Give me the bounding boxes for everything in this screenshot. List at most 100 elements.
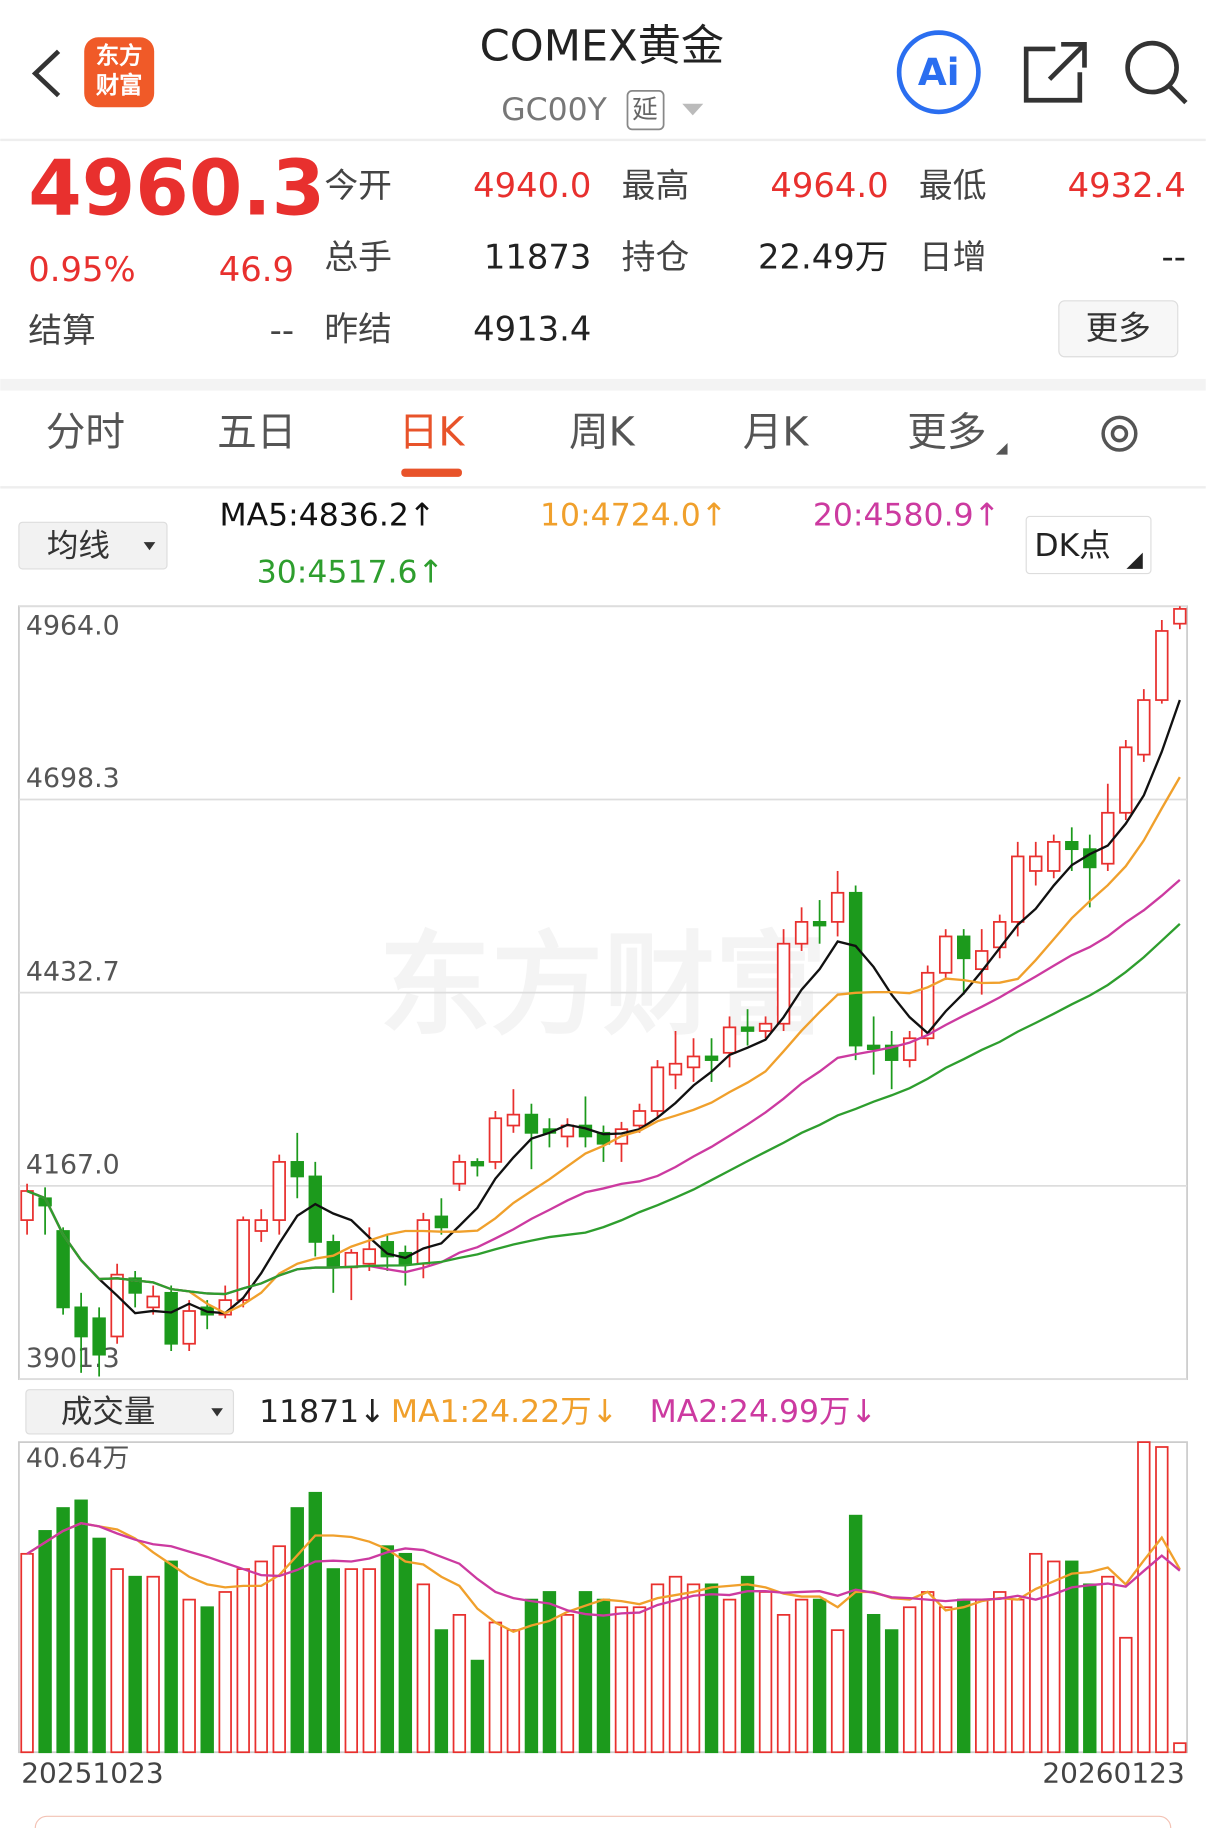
candle-body (20, 1190, 34, 1221)
volume-bar (290, 1507, 304, 1754)
volume-bar (254, 1560, 268, 1754)
candle-body (938, 935, 953, 974)
logo[interactable] (84, 37, 155, 108)
tab[interactable]: 五日 (217, 409, 296, 455)
volume-bar (236, 1568, 250, 1754)
volume-legend-item: MA2:24.99万↓ (650, 1394, 877, 1430)
volume-bar (632, 1606, 647, 1754)
volume-bar (884, 1629, 899, 1754)
volume-bar (668, 1575, 683, 1754)
y-tick-label: 4432.7 (26, 956, 120, 987)
volume-bar (614, 1606, 629, 1754)
volume-bar (74, 1499, 88, 1754)
field-value: 22.49万 (758, 237, 889, 276)
tabs: 分时 五日 日K 周K 月K 更多 (46, 409, 1008, 477)
volume-bar (380, 1545, 395, 1754)
code: GC00Y (501, 92, 607, 128)
y-tick-label: 4167.0 (26, 1150, 120, 1181)
candle-body (452, 1161, 467, 1185)
candle-body (1173, 608, 1187, 625)
candle-body (254, 1219, 268, 1232)
volume-bar (1155, 1446, 1169, 1754)
volume-bar (794, 1598, 809, 1754)
dropdown-arrow (211, 1408, 223, 1417)
search-button[interactable] (1125, 40, 1179, 95)
share-button[interactable] (1023, 41, 1087, 103)
field-label: 总手 (324, 237, 392, 276)
ma-legend-item: 20:4580.9↑ (813, 497, 1000, 533)
volume-bar (308, 1491, 322, 1754)
candle-body (272, 1161, 286, 1221)
tab[interactable]: 分时 (46, 409, 125, 455)
volume-bar (56, 1507, 70, 1754)
candle-body (488, 1117, 503, 1163)
settings-button[interactable] (1101, 415, 1138, 452)
dk-button[interactable] (1025, 515, 1152, 575)
volume-bar (938, 1606, 953, 1754)
dropdown-arrow[interactable] (682, 103, 704, 116)
candle-body (1101, 811, 1115, 865)
candle-body (650, 1066, 665, 1112)
candle-body (1137, 699, 1151, 756)
volume-bar (542, 1591, 557, 1754)
volume-ma-line (26, 1522, 1181, 1617)
y-tick-label: 40.64万 (26, 1443, 130, 1474)
volume-bar (416, 1583, 431, 1754)
y-tick-label: 4698.3 (26, 763, 120, 794)
corner-mark (1126, 552, 1143, 569)
volume-bar (1173, 1742, 1187, 1754)
candle-body (182, 1310, 196, 1345)
volume-bar (596, 1598, 611, 1754)
candle-body (524, 1113, 539, 1134)
candle-body (920, 971, 935, 1040)
candle-body (848, 891, 863, 1047)
volume-selector[interactable] (25, 1389, 235, 1435)
volume-chart: 40.64万 20251023 20260123 (18, 1441, 1187, 1789)
candle-body (416, 1219, 431, 1265)
tab[interactable]: 月K (743, 409, 810, 455)
quote-fields: 今开 4940.0 最高 4964.0 最低 4932.4 总手 11873 持仓 22.49万日… (324, 166, 1186, 348)
tab[interactable]: 周K (569, 409, 636, 455)
volume-bar (182, 1598, 196, 1754)
candle-body (74, 1306, 88, 1338)
candle-body (434, 1215, 449, 1229)
candle-body (740, 1026, 755, 1032)
tab[interactable]: 日K (399, 409, 466, 455)
logo-text: 财富 (96, 71, 143, 99)
dropdown-arrow (143, 542, 156, 551)
bottom-panel (34, 1815, 1172, 1828)
more-text: 更多 (1086, 309, 1151, 347)
logo-text: 东方 (96, 42, 143, 70)
ma-legend-item: 30:4517.6↑ (257, 555, 444, 591)
settings-hole (1110, 424, 1129, 443)
tab[interactable]: 更多 (907, 409, 986, 455)
volume-bar (218, 1591, 232, 1754)
candle-body (1047, 841, 1061, 872)
back-button[interactable] (31, 49, 61, 98)
candle-body (470, 1161, 485, 1167)
candle-body (146, 1295, 160, 1309)
volume-bar (722, 1598, 737, 1754)
volume-bar (434, 1629, 449, 1754)
field-value: 11873 (484, 237, 592, 276)
candle-body (1011, 855, 1025, 923)
ma-line (26, 699, 1181, 1315)
candle-body (308, 1175, 322, 1243)
volume-bar (848, 1514, 863, 1754)
volume-bar (758, 1591, 773, 1754)
volume-bar (993, 1591, 1007, 1754)
candle-body (110, 1273, 124, 1338)
ma-selector[interactable] (18, 521, 168, 570)
field-value: 4913.4 (473, 310, 591, 349)
candle-body (344, 1251, 359, 1269)
more-button[interactable] (1058, 300, 1179, 358)
delay-badge (626, 90, 665, 131)
candle-body (776, 942, 791, 1025)
settle-value: -- (270, 311, 294, 350)
y-tick-label: 4964.0 (26, 611, 120, 642)
volume-bar (902, 1606, 917, 1754)
volume-bar (398, 1552, 413, 1754)
volume-bar (128, 1575, 142, 1754)
ai-button[interactable] (896, 30, 981, 115)
